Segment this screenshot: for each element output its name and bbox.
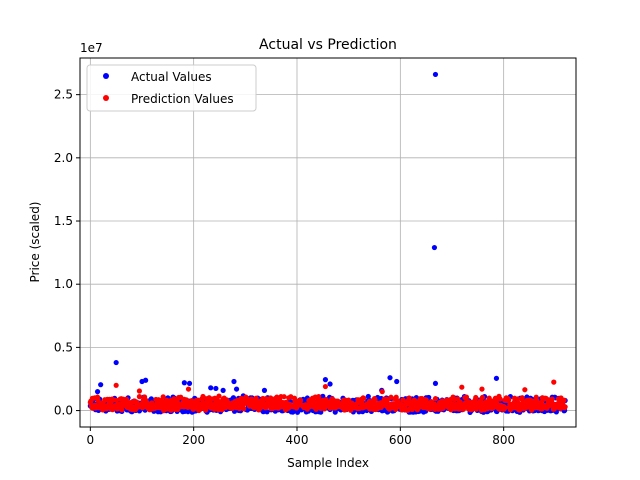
data-point-outlier: [459, 384, 465, 390]
data-point: [113, 397, 119, 403]
y-tick-label: 2.0: [54, 151, 73, 165]
data-point-outlier: [432, 71, 439, 78]
data-point-outlier: [431, 244, 438, 251]
data-point-outlier: [113, 382, 119, 388]
data-point: [160, 394, 166, 400]
data-point: [260, 409, 267, 415]
x-tick-label: 400: [286, 433, 309, 447]
data-point: [515, 396, 521, 402]
data-point: [136, 394, 143, 400]
data-point: [470, 406, 476, 412]
data-point-outlier: [493, 375, 500, 381]
x-tick-label: 0: [87, 433, 95, 447]
data-point-outlier: [327, 381, 333, 387]
x-tick-label: 600: [389, 433, 412, 447]
data-point: [502, 404, 508, 411]
data-point-outlier: [322, 383, 329, 390]
y-tick-label: 0.5: [54, 340, 73, 354]
data-point-outlier: [551, 379, 557, 385]
data-points: [87, 71, 568, 415]
y-tick-label: 1.5: [54, 214, 73, 228]
legend-box: [86, 64, 257, 112]
legend-label-prediction: Prediction Values: [131, 92, 234, 106]
grid: [80, 58, 576, 427]
data-point-outlier: [220, 387, 226, 393]
data-point: [281, 394, 287, 400]
y-tick-label: 0.0: [54, 404, 73, 418]
data-point: [298, 397, 304, 403]
chart-title: Actual vs Prediction: [259, 37, 397, 53]
data-point-outlier: [522, 387, 528, 393]
data-point: [479, 394, 486, 400]
data-point: [123, 396, 130, 402]
data-point: [519, 395, 525, 401]
legend-marker-actual: [103, 73, 109, 79]
data-point: [562, 404, 568, 410]
data-point: [365, 393, 371, 400]
axis-ticks: 0 200 400 600 800 0.0 0.5 1.0 1.5 2.0 2.5: [54, 88, 515, 447]
data-point-outlier: [387, 375, 393, 381]
data-point-outlier: [113, 359, 119, 366]
y-tick-label: 1.0: [54, 277, 73, 291]
data-point-outlier: [213, 385, 219, 392]
data-point-outlier: [233, 386, 240, 392]
data-point: [264, 409, 270, 415]
data-point: [241, 406, 247, 412]
data-point-outlier: [479, 386, 485, 392]
data-point: [216, 393, 222, 399]
plot-area: [80, 58, 576, 427]
data-point: [384, 397, 391, 403]
data-point: [360, 409, 366, 415]
legend-marker-prediction: [103, 95, 109, 101]
data-point-outlier: [394, 378, 400, 385]
data-point: [463, 394, 470, 400]
data-point-outlier: [208, 385, 214, 391]
data-point: [183, 397, 190, 403]
x-tick-label: 800: [492, 433, 515, 447]
x-axis-label: Sample Index: [287, 456, 369, 470]
data-point-outlier: [432, 380, 439, 387]
data-point-outlier: [231, 378, 237, 385]
data-point-outlier: [185, 386, 192, 392]
series-prediction: [87, 379, 568, 414]
data-point-outlier: [261, 387, 268, 393]
data-point: [423, 397, 429, 403]
data-point-outlier: [322, 377, 329, 383]
plot-frame: [79, 57, 577, 428]
data-point: [195, 397, 201, 403]
data-point: [497, 396, 503, 402]
data-point: [432, 396, 439, 402]
data-point-outlier: [181, 380, 187, 386]
data-point-outlier: [139, 378, 145, 385]
legend: Actual Values Prediction Values: [86, 64, 257, 112]
data-point: [561, 397, 567, 403]
data-point: [388, 394, 394, 400]
x-tick-label: 200: [182, 433, 205, 447]
y-tick-label: 2.5: [54, 88, 73, 102]
data-point-outlier: [186, 380, 193, 387]
data-point-outlier: [98, 382, 104, 388]
data-point-outlier: [136, 388, 143, 394]
legend-label-actual: Actual Values: [131, 70, 212, 84]
data-point: [549, 396, 555, 402]
data-point: [372, 397, 378, 403]
data-point: [506, 397, 512, 403]
data-point: [406, 395, 412, 401]
y-axis-label: Price (scaled): [28, 202, 42, 283]
data-point-outlier: [94, 389, 101, 395]
data-point: [473, 394, 479, 401]
data-point: [119, 407, 125, 413]
data-point: [361, 395, 367, 401]
data-point-outlier: [379, 389, 385, 395]
y-axis-offset-label: 1e7: [80, 41, 103, 55]
